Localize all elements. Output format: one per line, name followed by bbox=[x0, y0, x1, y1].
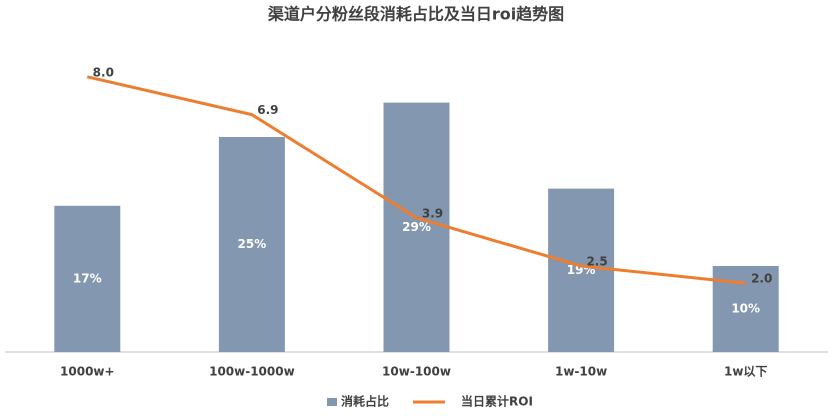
legend-label: 消耗占比 bbox=[341, 394, 389, 409]
line-value-label: 2.0 bbox=[751, 272, 772, 286]
line-value-label: 8.0 bbox=[93, 65, 114, 79]
line-value-label: 3.9 bbox=[422, 206, 443, 220]
line-value-label: 6.9 bbox=[257, 103, 278, 117]
legend-label: 当日累计ROI bbox=[461, 394, 533, 409]
bar bbox=[383, 102, 450, 352]
bar bbox=[548, 188, 615, 352]
x-tick-label: 1000w+ bbox=[60, 365, 115, 379]
bar bbox=[54, 205, 121, 352]
x-tick-label: 1w以下 bbox=[724, 365, 767, 379]
bar-value-label: 17% bbox=[73, 271, 102, 285]
line-value-label: 2.5 bbox=[586, 255, 607, 269]
x-tick-label: 10w-100w bbox=[382, 365, 451, 379]
bar-value-label: 25% bbox=[238, 237, 267, 251]
x-tick-label: 1w-10w bbox=[555, 365, 607, 379]
legend-swatch bbox=[327, 398, 337, 406]
bar-value-label: 10% bbox=[731, 302, 760, 316]
x-tick-label: 100w-1000w bbox=[209, 365, 295, 379]
bar bbox=[218, 137, 285, 352]
chart-title: 渠道户分粉丝段消耗占比及当日roi趋势图 bbox=[268, 5, 564, 24]
bar-value-label: 29% bbox=[402, 220, 431, 234]
line bbox=[86, 75, 746, 285]
